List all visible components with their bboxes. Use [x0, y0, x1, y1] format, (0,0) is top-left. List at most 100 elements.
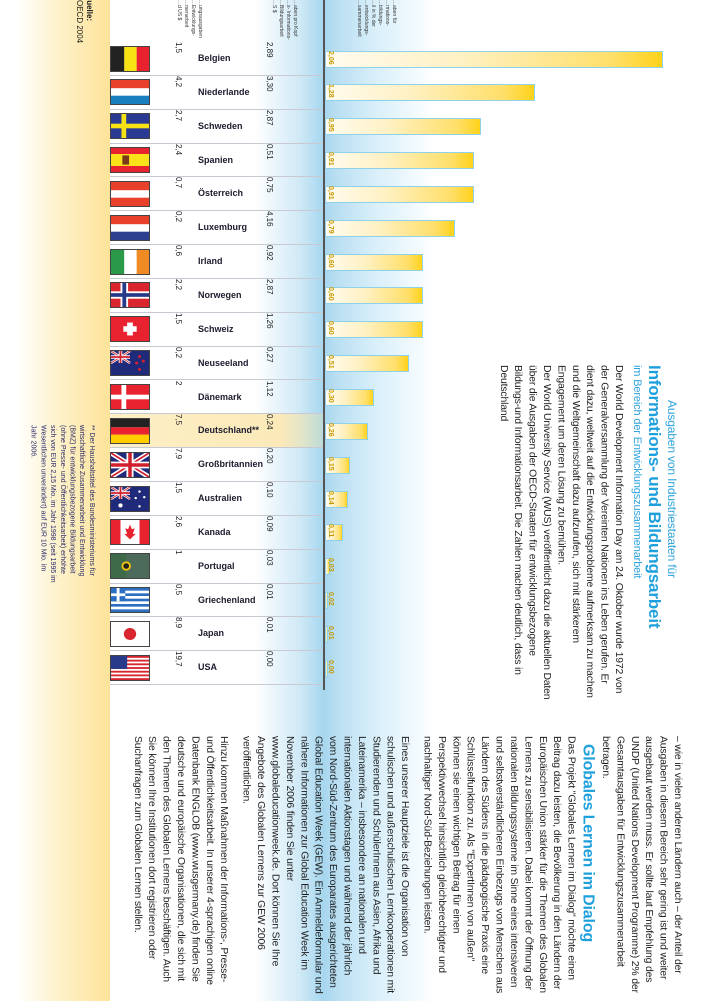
flag-belgium-icon	[110, 45, 150, 72]
share-bar-label: 0,60	[327, 321, 334, 335]
table-row: 2,7 Schweden 2,87	[110, 110, 323, 144]
share-bar	[325, 118, 481, 136]
share-bar-label: 0,79	[327, 219, 334, 234]
flag-usa-icon	[110, 654, 150, 681]
total-value: 7,9	[174, 448, 183, 460]
flag-norway-icon	[110, 282, 150, 309]
header-share: …aben für …rmations- …bildungs- …il in %…	[355, 0, 397, 37]
per-capita-value: 0,20	[265, 448, 274, 464]
total-value: 2,2	[174, 278, 183, 291]
table-row: 1,5 Australien 0,10	[110, 482, 323, 516]
share-bar-label: 0,02	[327, 592, 334, 606]
table-row: 1 Portugal 0,03	[110, 550, 323, 584]
share-bar	[325, 490, 348, 508]
country-name: Portugal	[198, 560, 235, 571]
source-label: Quelle:	[85, 0, 94, 22]
per-capita-value: 4,16	[265, 211, 274, 227]
flag-newzealand-icon	[110, 350, 150, 377]
per-capita-value: 0,00	[265, 651, 274, 667]
source-value: OECD 2004	[75, 0, 84, 44]
per-capita-value: 3,30	[265, 75, 274, 92]
table-row: 2,2 Norwegen 2,87	[110, 279, 323, 313]
share-bar	[325, 625, 328, 643]
share-bar-label: 0,95	[327, 118, 334, 132]
share-bar	[325, 321, 424, 339]
per-capita-value: 0,01	[265, 583, 274, 600]
article-paragraph: Das Projekt "Globales Lernen im Dialog" …	[421, 736, 577, 994]
table-row: 0,7 Österreich 0,75	[110, 177, 323, 212]
share-bar-label: 0,11	[327, 524, 334, 538]
header-line: …sammenarbeit	[356, 0, 362, 37]
intro-subtitle: im Bereich der Entwicklungszusammenarbei…	[631, 365, 643, 579]
article-section: – wie in vielen anderen Ländern auch – d…	[80, 736, 684, 994]
country-name: Luxemburg	[198, 222, 248, 233]
table-row: 2 Dänemark 1,12	[110, 381, 323, 415]
footnote: ** Der Haushaltstitel des Bundesminister…	[29, 425, 95, 583]
left-decorative-strip	[0, 0, 110, 1001]
share-bar-label: 2,06	[327, 50, 334, 65]
share-bar-label: 0,26	[327, 422, 334, 437]
total-value: 7,5	[174, 414, 183, 426]
per-capita-value: 2,87	[265, 109, 274, 126]
country-name: Dänemark	[198, 391, 242, 402]
total-value: 0,6	[174, 245, 183, 257]
share-bar	[325, 287, 424, 305]
total-value: 0,7	[174, 177, 183, 189]
per-capita-value: 0,51	[265, 143, 274, 160]
table-row: 7,5 Deutschland** 0,24	[110, 414, 323, 449]
header-line: …rmations-	[384, 0, 390, 26]
table-row: 0,5 Griechenland 0,01	[110, 584, 323, 618]
header-line: …aben für	[391, 0, 397, 24]
country-name: Niederlande	[198, 86, 250, 97]
country-name: Schweden	[198, 120, 243, 131]
header-line: …d US $	[176, 0, 182, 21]
per-capita-value: 2,87	[265, 278, 274, 295]
table-row: 4,2 Niederlande 3,30	[110, 76, 323, 110]
flag-ireland-icon	[110, 248, 150, 275]
share-bar	[325, 592, 329, 610]
country-name: Neuseeland	[198, 357, 249, 368]
chart-axis-line	[323, 0, 325, 690]
intro-body: Der World Development Information Day am…	[555, 365, 624, 698]
flag-netherlands-icon	[110, 79, 150, 106]
country-name: USA	[198, 662, 218, 673]
country-name: Kanada	[198, 526, 231, 537]
share-bar-label: 0,91	[327, 185, 334, 200]
share-bar	[325, 253, 424, 271]
share-bar	[325, 355, 409, 373]
table-row: 1,5 Schweiz 1,26	[110, 313, 323, 347]
share-bar	[325, 50, 663, 68]
intro-section: Ausgaben von Industriestaaten für Inform…	[470, 365, 680, 700]
flag-denmark-icon	[110, 384, 150, 410]
table-row: 8,9 Japan 0,01	[110, 617, 323, 652]
share-bar	[325, 389, 375, 406]
total-value: 0,5	[174, 583, 183, 595]
article-heading: Globales Lernen im Dialog	[579, 744, 597, 943]
country-name: Spanien	[198, 154, 234, 165]
table-row: 0,2 Neuseeland 0,27	[110, 347, 323, 381]
share-bar	[325, 185, 475, 203]
total-value: 1,5	[174, 312, 183, 324]
per-capita-value: 0,10	[265, 482, 274, 498]
per-capita-value: 2,89	[265, 42, 274, 58]
per-capita-value: 1,26	[265, 312, 274, 329]
country-name: Deutschland**	[198, 425, 260, 436]
header-line: …aben pro Kopf	[292, 0, 298, 37]
table-row: 2,6 Kanada 0,09	[110, 516, 323, 550]
share-bar-label: 0,14	[327, 490, 334, 505]
total-value: 1	[174, 549, 183, 555]
share-bar-label: 1,28	[327, 84, 334, 98]
share-bar-label: 0,00	[327, 659, 334, 674]
share-bar	[325, 422, 368, 440]
country-name: Japan	[198, 628, 225, 639]
total-value: 4,2	[174, 75, 183, 87]
share-bar-label: 0,15	[327, 456, 334, 471]
share-bar-label: 0,91	[327, 152, 334, 166]
total-value: 1,5	[174, 42, 183, 54]
share-bar	[325, 152, 475, 170]
share-bar-label: 0,03	[327, 558, 334, 572]
article-continuation: – wie in vielen anderen Ländern auch – d…	[599, 736, 683, 993]
flag-uk-icon	[110, 451, 150, 478]
header-line: …menarbeit	[183, 0, 189, 28]
header-line: …il in % der	[370, 0, 376, 27]
